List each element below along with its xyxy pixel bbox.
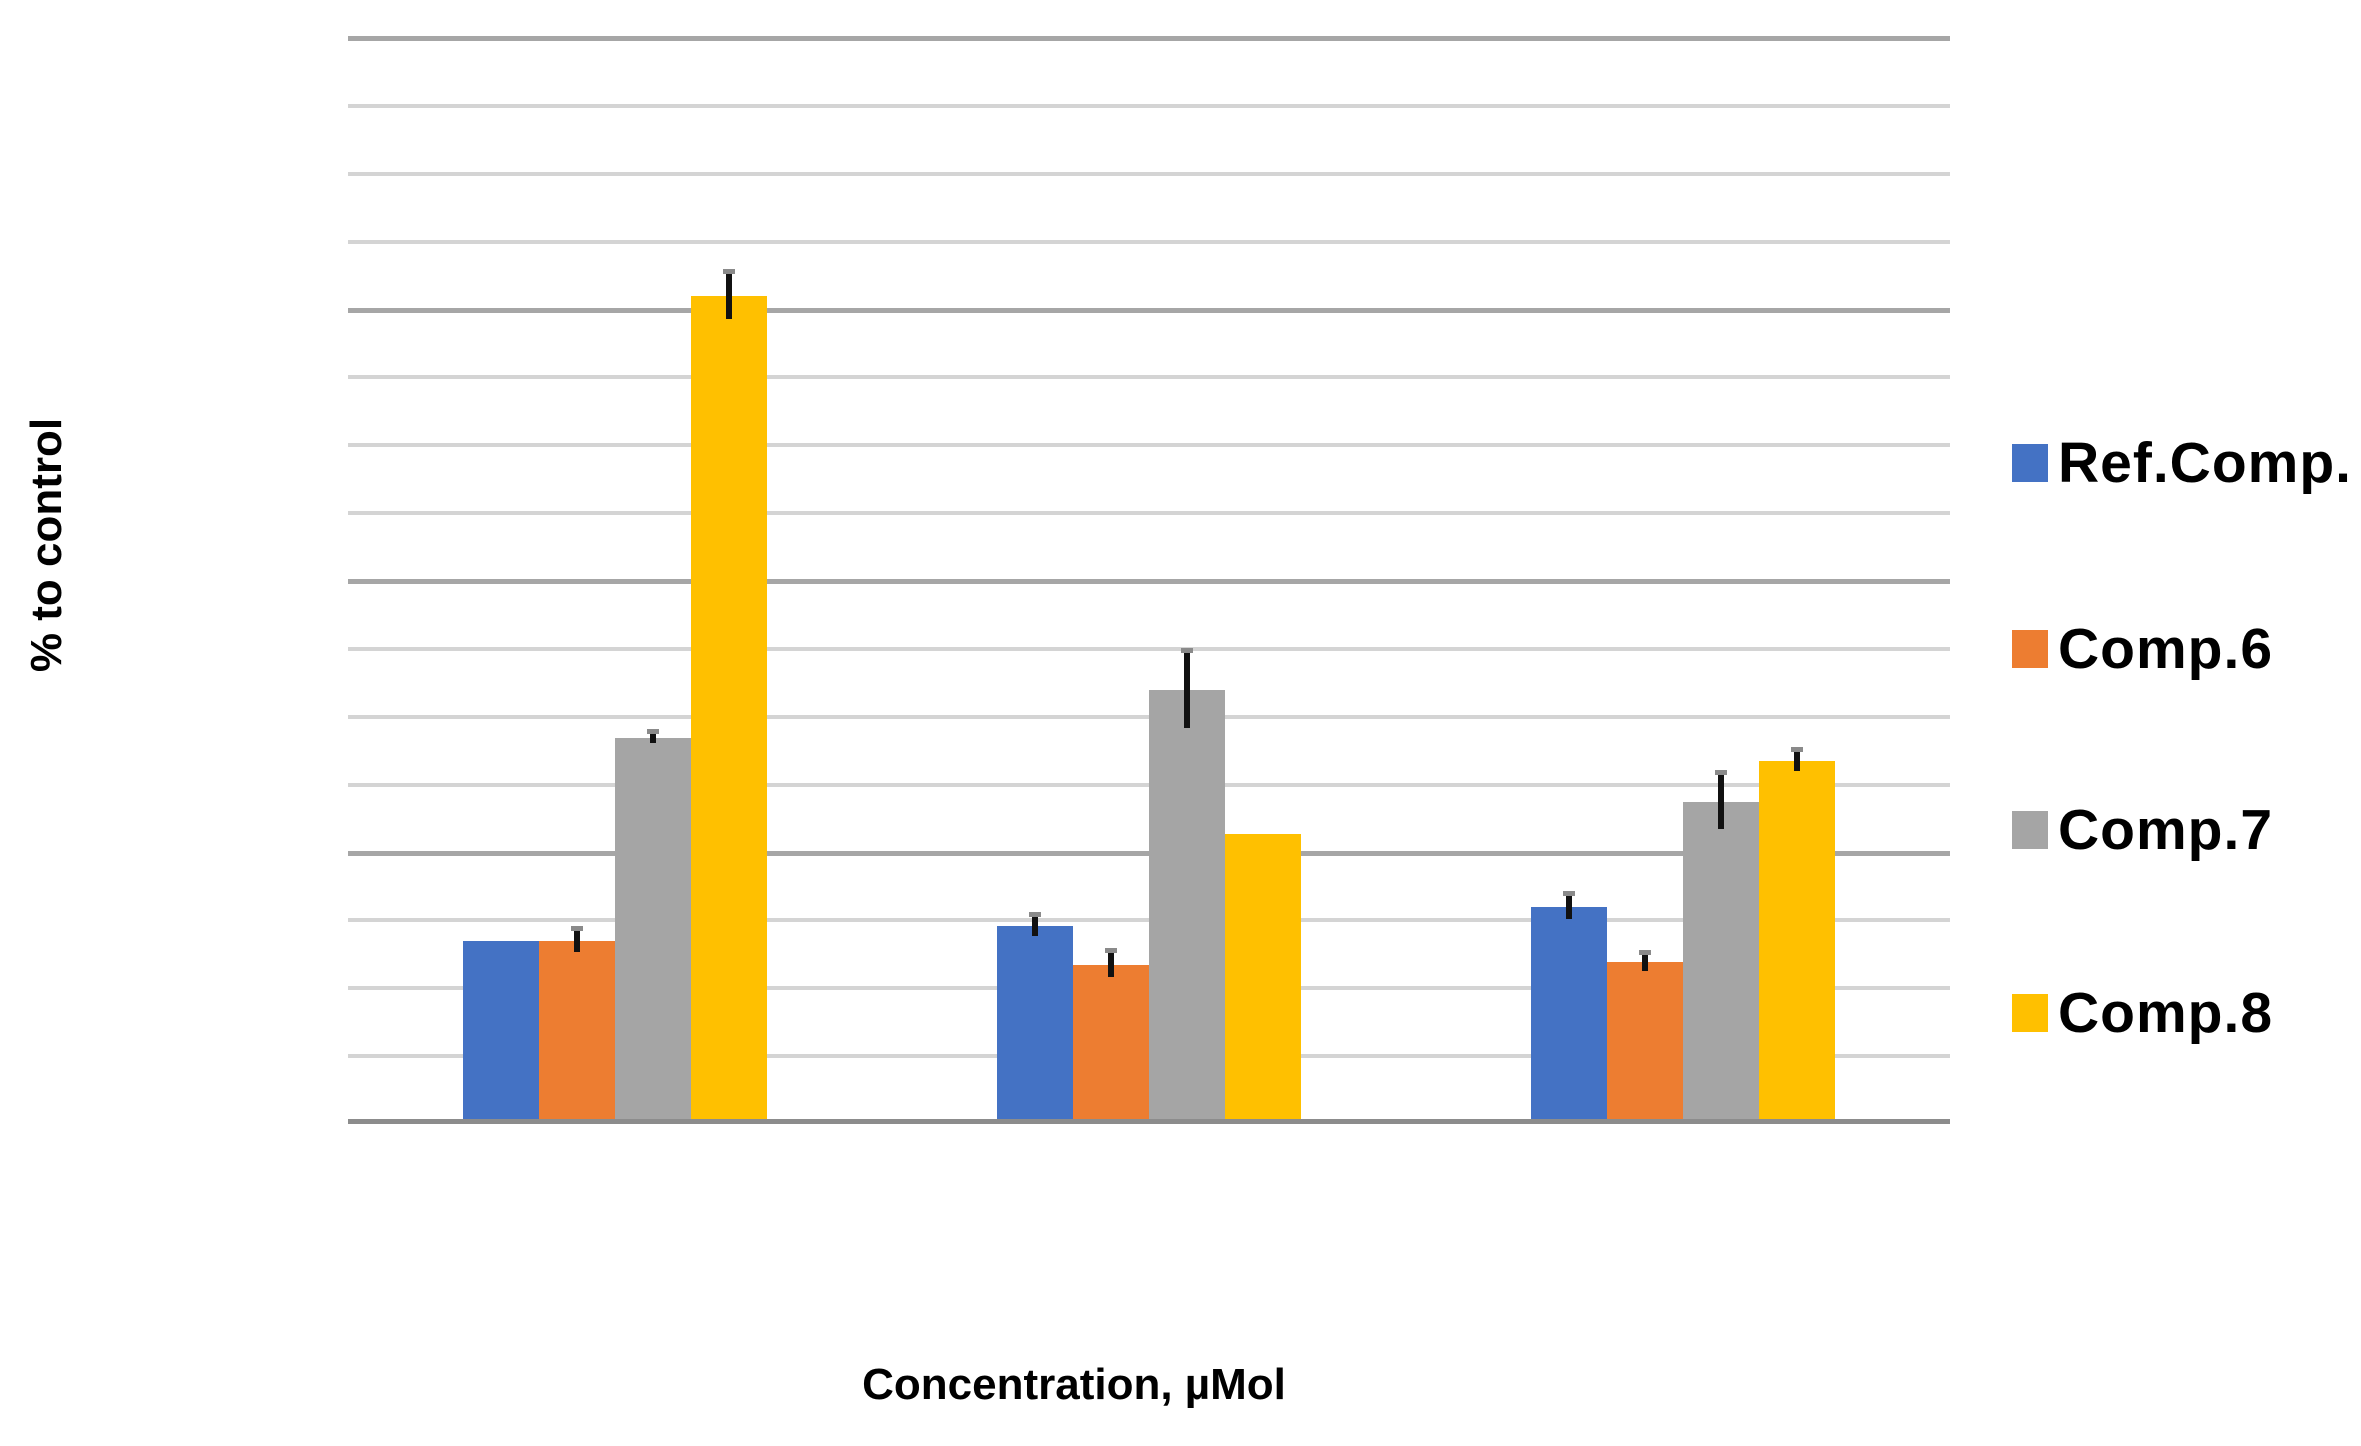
legend-item-refcomp: Ref.Comp.: [2012, 430, 2352, 496]
error-bar-cap: [723, 268, 735, 274]
error-bar-cap: [1639, 950, 1651, 956]
legend-label: Ref.Comp.: [2058, 431, 2352, 495]
minor-gridline: [348, 375, 1950, 380]
major-gridline: [348, 579, 1950, 584]
error-bar: [1794, 750, 1800, 772]
error-bar: [1566, 894, 1572, 920]
minor-gridline: [348, 239, 1950, 244]
error-bar-cap: [1715, 769, 1727, 775]
error-bar: [726, 272, 732, 320]
error-bar: [1718, 773, 1724, 830]
legend-swatch-icon: [2012, 630, 2048, 668]
bar-comp6-group2: [1073, 964, 1149, 1122]
error-bar: [1108, 952, 1114, 977]
error-bar: [574, 929, 580, 952]
error-bar-cap: [1563, 890, 1575, 896]
legend-item-comp8: Comp.8: [2012, 980, 2273, 1046]
error-bar-cap: [571, 925, 583, 931]
bar-comp8-group2: [1225, 833, 1301, 1122]
bar-comp7-group1: [615, 737, 691, 1122]
bar-comp8-group1: [691, 295, 767, 1122]
error-bar: [650, 733, 656, 743]
error-bar-cap: [1181, 647, 1193, 653]
bar-comp6-group1: [539, 940, 615, 1122]
error-bar-cap: [1791, 746, 1803, 752]
minor-gridline: [348, 646, 1950, 651]
x-axis-line: [348, 1119, 1950, 1124]
bar-comp7-group2: [1149, 689, 1225, 1122]
legend-swatch-icon: [2012, 811, 2048, 849]
bar-comp7-group3: [1683, 801, 1759, 1122]
plot-area: [348, 36, 1950, 1124]
major-gridline: [348, 36, 1950, 41]
legend-label: Comp.8: [2058, 981, 2274, 1045]
y-axis-title: % to control: [22, 417, 71, 673]
error-bar: [1184, 651, 1190, 728]
legend-swatch-icon: [2012, 994, 2048, 1032]
legend-swatch-icon: [2012, 444, 2048, 482]
legend-item-comp7: Comp.7: [2012, 797, 2273, 863]
bar-refcomp-group2: [997, 925, 1073, 1122]
error-bar-cap: [1029, 911, 1041, 917]
bar-comp6-group3: [1607, 962, 1683, 1122]
major-gridline: [348, 307, 1950, 313]
minor-gridline: [348, 511, 1950, 516]
legend-item-comp6: Comp.6: [2012, 616, 2273, 682]
bar-refcomp-group1: [463, 940, 539, 1122]
error-bar-cap: [1105, 948, 1117, 954]
minor-gridline: [348, 443, 1950, 448]
bar-refcomp-group3: [1531, 906, 1607, 1122]
legend-label: Comp.7: [2058, 798, 2274, 862]
bar-comp8-group3: [1759, 760, 1835, 1122]
legend-label: Comp.6: [2058, 617, 2274, 681]
minor-gridline: [348, 171, 1950, 176]
error-bar-cap: [647, 729, 659, 735]
error-bar: [1642, 954, 1648, 971]
error-bar: [1032, 915, 1038, 937]
x-axis-title: Concentration, µMol: [862, 1360, 1286, 1409]
minor-gridline: [348, 103, 1950, 108]
